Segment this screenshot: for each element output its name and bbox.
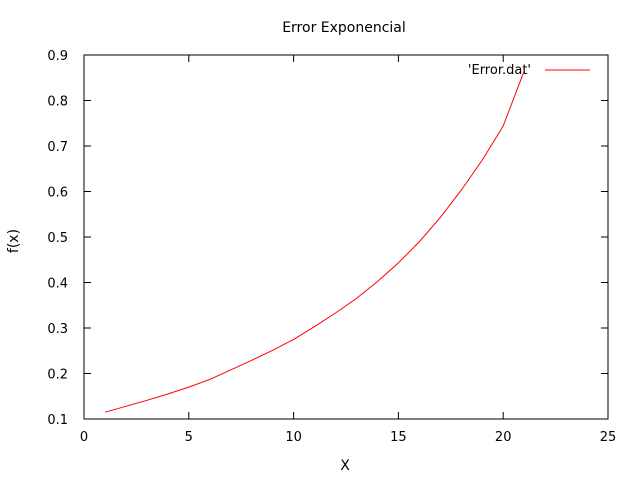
y-tick-label: 0.6 xyxy=(47,186,68,201)
data-point xyxy=(251,360,252,361)
data-point xyxy=(293,339,294,340)
y-tick-label: 0.1 xyxy=(47,413,68,428)
y-axis-ticks: 0.1 0.2 0.3 0.4 0.5 0.6 0.7 0.8 0.9 xyxy=(47,49,608,428)
data-point xyxy=(398,262,399,263)
data-point xyxy=(314,326,315,327)
y-tick-label: 0.4 xyxy=(47,277,68,292)
series-layer xyxy=(104,70,525,413)
data-point xyxy=(167,394,168,395)
data-point xyxy=(209,379,210,380)
y-tick-label: 0.8 xyxy=(47,95,68,110)
y-tick-label: 0.5 xyxy=(47,231,68,246)
x-axis-ticks: 0 5 10 15 20 25 xyxy=(80,55,616,445)
legend: 'Error.dat' xyxy=(468,63,590,78)
data-point xyxy=(419,241,420,242)
x-tick-label: 0 xyxy=(80,430,88,445)
x-axis-label: X xyxy=(340,458,350,474)
data-point xyxy=(503,126,504,127)
x-tick-label: 15 xyxy=(390,430,407,445)
data-point xyxy=(335,313,336,314)
data-point xyxy=(272,350,273,351)
data-point xyxy=(105,412,106,413)
legend-label: 'Error.dat' xyxy=(468,63,531,78)
y-tick-label: 0.7 xyxy=(47,140,68,155)
data-point xyxy=(377,281,378,282)
data-point xyxy=(125,406,126,407)
y-tick-label: 0.9 xyxy=(47,49,68,64)
x-tick-label: 5 xyxy=(185,430,193,445)
x-tick-label: 25 xyxy=(600,430,617,445)
data-point xyxy=(482,160,483,161)
y-tick-label: 0.3 xyxy=(47,322,68,337)
series-line-0 xyxy=(104,70,525,413)
data-point xyxy=(188,387,189,388)
data-point xyxy=(440,217,441,218)
data-point xyxy=(461,190,462,191)
y-axis-label: f(x) xyxy=(6,229,22,253)
x-tick-label: 20 xyxy=(495,430,512,445)
data-point xyxy=(146,400,147,401)
data-point xyxy=(230,369,231,370)
data-point xyxy=(356,298,357,299)
y-tick-label: 0.2 xyxy=(47,368,68,383)
x-tick-label: 10 xyxy=(285,430,302,445)
chart-title: Error Exponencial xyxy=(282,20,406,36)
